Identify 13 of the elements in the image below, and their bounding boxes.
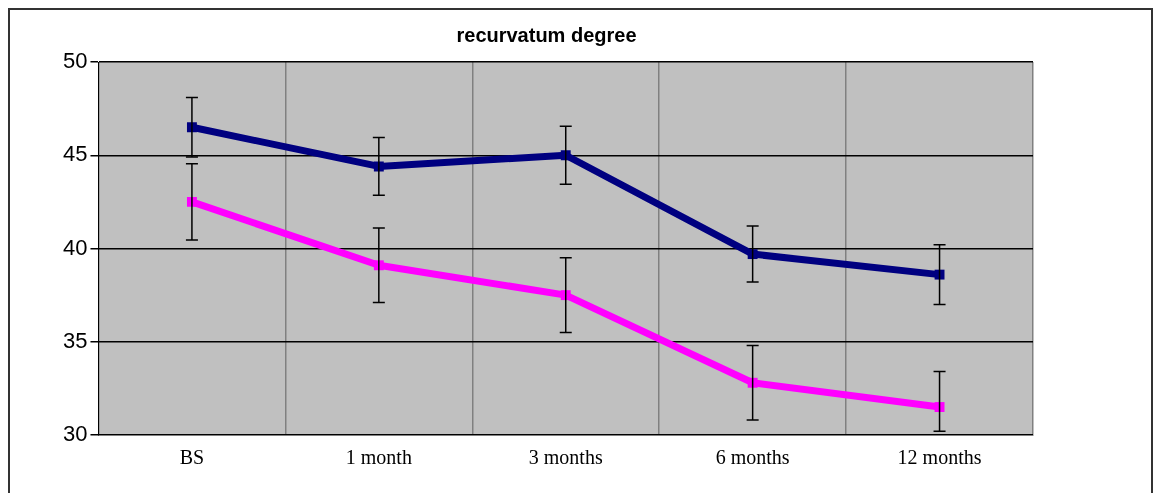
y-tick-label: 50 <box>62 48 88 74</box>
x-tick-label: 3 months <box>528 446 603 469</box>
y-tick-label: 40 <box>62 234 88 260</box>
point <box>560 150 571 161</box>
x-tick-label: 6 months <box>715 446 790 469</box>
y-tick-label: 45 <box>62 141 88 167</box>
point <box>560 290 571 301</box>
x-tick-label: 12 months <box>897 446 982 469</box>
y-tick-label: 35 <box>62 327 88 353</box>
chart-title: recurvatum degree <box>456 23 637 46</box>
x-tick-label: BS <box>179 446 205 469</box>
x-tick-label: 1 month <box>345 446 412 469</box>
y-tick-label: 30 <box>62 421 88 447</box>
